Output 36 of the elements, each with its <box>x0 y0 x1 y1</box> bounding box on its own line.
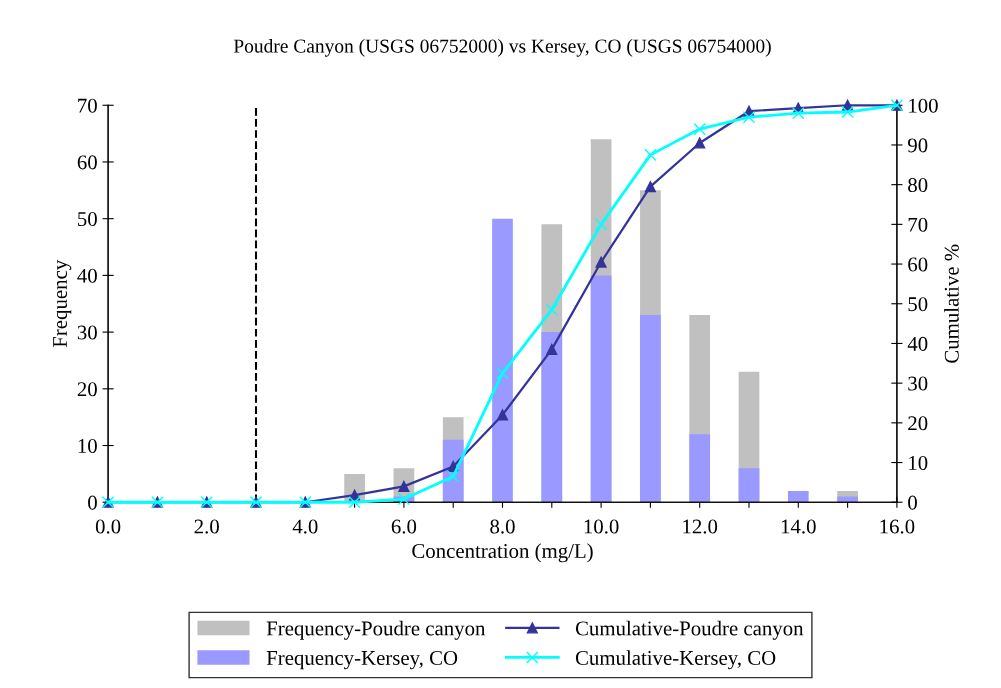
y-tick-label: 20 <box>77 382 97 397</box>
legend-label: Frequency-Kersey, CO <box>266 650 458 670</box>
y-tick-label: 50 <box>78 212 97 227</box>
y-tick-label: 30 <box>77 325 97 340</box>
y2-tick-label: 60 <box>908 257 928 272</box>
y2-tick-label: 50 <box>908 297 928 312</box>
legend-label: Frequency-Poudre canyon <box>266 620 486 640</box>
x-tick-label: 4.0 <box>292 519 318 534</box>
x-tick-label: 14.0 <box>781 519 816 534</box>
x-tick-label: 12.0 <box>683 519 718 534</box>
y2-tick-label: 80 <box>908 178 928 193</box>
y-tick-label: 60 <box>77 155 97 170</box>
x-tick-label: 2.0 <box>194 519 219 534</box>
y2-tick-label: 30 <box>908 376 928 391</box>
y2-tick-label: 100 <box>909 98 938 113</box>
y2-tick-label: 40 <box>907 336 928 351</box>
y2-axis-title: Cumulative % <box>944 244 959 363</box>
y-axis-title: Frequency <box>53 259 72 348</box>
y-tick-label: 10 <box>78 438 97 453</box>
chart-title: Poudre Canyon (USGS 06752000) vs Kersey, CO (USGS 06754000) <box>233 38 771 57</box>
y2-tick-label: 10 <box>909 455 928 470</box>
y2-tick-label: 0 <box>908 495 917 510</box>
x-tick-label: 10.0 <box>584 519 619 534</box>
y-tick-label: 40 <box>77 268 97 283</box>
legend-label: Cumulative-Poudre canyon <box>575 620 804 640</box>
x-tick-label: 0.0 <box>95 519 121 534</box>
x-tick-label: 8.0 <box>490 519 515 534</box>
x-axis-title: Concentration (mg/L) <box>412 543 593 563</box>
x-tick-label: 16.0 <box>880 519 915 534</box>
x-tick-label: 6.0 <box>391 519 417 534</box>
y-tick-label: 70 <box>78 98 97 113</box>
y2-tick-label: 90 <box>907 138 928 153</box>
legend-label: Cumulative-Kersey, CO <box>575 650 776 670</box>
y2-tick-label: 70 <box>908 217 928 232</box>
y-tick-label: 0 <box>88 495 97 510</box>
y2-tick-label: 20 <box>908 416 928 431</box>
